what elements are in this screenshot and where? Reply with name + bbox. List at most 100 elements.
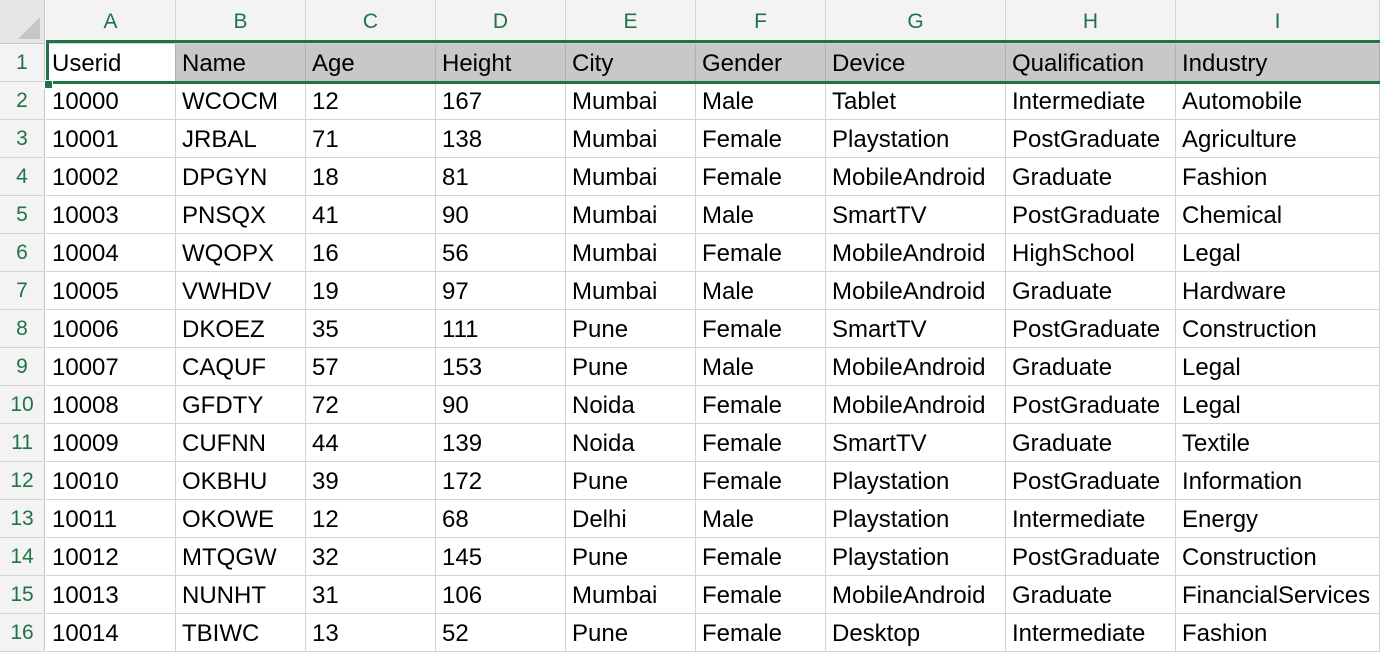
row-header-5[interactable]: 5 [0,196,45,234]
cell-f14[interactable]: Female [696,538,826,576]
cell-b6[interactable]: WQOPX [176,234,306,272]
cell-e1[interactable]: City [566,44,696,82]
cell-g4[interactable]: MobileAndroid [826,158,1006,196]
cell-b14[interactable]: MTQGW [176,538,306,576]
cell-g5[interactable]: SmartTV [826,196,1006,234]
cell-d8[interactable]: 111 [436,310,566,348]
cell-e16[interactable]: Pune [566,614,696,652]
row-header-4[interactable]: 4 [0,158,45,196]
cell-i5[interactable]: Chemical [1176,196,1380,234]
row-header-2[interactable]: 2 [0,82,45,120]
cell-h5[interactable]: PostGraduate [1006,196,1176,234]
cell-g7[interactable]: MobileAndroid [826,272,1006,310]
cell-i16[interactable]: Fashion [1176,614,1380,652]
cell-b16[interactable]: TBIWC [176,614,306,652]
row-header-14[interactable]: 14 [0,538,45,576]
cell-e13[interactable]: Delhi [566,500,696,538]
row-header-13[interactable]: 13 [0,500,45,538]
cell-d13[interactable]: 68 [436,500,566,538]
cell-i10[interactable]: Legal [1176,386,1380,424]
cell-g12[interactable]: Playstation [826,462,1006,500]
cell-a8[interactable]: 10006 [46,310,176,348]
cell-b15[interactable]: NUNHT [176,576,306,614]
column-header-h[interactable]: H [1006,0,1176,44]
cell-f6[interactable]: Female [696,234,826,272]
cell-e2[interactable]: Mumbai [566,82,696,120]
cell-a4[interactable]: 10002 [46,158,176,196]
cell-a10[interactable]: 10008 [46,386,176,424]
cell-g10[interactable]: MobileAndroid [826,386,1006,424]
cell-a5[interactable]: 10003 [46,196,176,234]
cell-f8[interactable]: Female [696,310,826,348]
cell-c11[interactable]: 44 [306,424,436,462]
cell-b5[interactable]: PNSQX [176,196,306,234]
cell-g9[interactable]: MobileAndroid [826,348,1006,386]
cell-e6[interactable]: Mumbai [566,234,696,272]
cell-a3[interactable]: 10001 [46,120,176,158]
cell-d2[interactable]: 167 [436,82,566,120]
cell-c4[interactable]: 18 [306,158,436,196]
cell-b8[interactable]: DKOEZ [176,310,306,348]
cell-f5[interactable]: Male [696,196,826,234]
select-all-button[interactable] [0,0,45,44]
cell-e7[interactable]: Mumbai [566,272,696,310]
cell-a13[interactable]: 10011 [46,500,176,538]
column-header-f[interactable]: F [696,0,826,44]
cell-a11[interactable]: 10009 [46,424,176,462]
cell-d1[interactable]: Height [436,44,566,82]
cell-f15[interactable]: Female [696,576,826,614]
row-header-7[interactable]: 7 [0,272,45,310]
cell-c9[interactable]: 57 [306,348,436,386]
cell-h14[interactable]: PostGraduate [1006,538,1176,576]
column-header-b[interactable]: B [176,0,306,44]
column-header-i[interactable]: I [1176,0,1380,44]
cell-h10[interactable]: PostGraduate [1006,386,1176,424]
row-header-16[interactable]: 16 [0,614,45,652]
cell-d16[interactable]: 52 [436,614,566,652]
cell-e10[interactable]: Noida [566,386,696,424]
cell-h11[interactable]: Graduate [1006,424,1176,462]
cell-f11[interactable]: Female [696,424,826,462]
cell-c1[interactable]: Age [306,44,436,82]
cell-i3[interactable]: Agriculture [1176,120,1380,158]
cell-e12[interactable]: Pune [566,462,696,500]
cell-c8[interactable]: 35 [306,310,436,348]
cell-e8[interactable]: Pune [566,310,696,348]
cell-g14[interactable]: Playstation [826,538,1006,576]
cell-e3[interactable]: Mumbai [566,120,696,158]
cell-f10[interactable]: Female [696,386,826,424]
cell-g16[interactable]: Desktop [826,614,1006,652]
cell-i7[interactable]: Hardware [1176,272,1380,310]
cell-i1[interactable]: Industry [1176,44,1380,82]
fill-handle[interactable] [44,80,53,89]
cell-h4[interactable]: Graduate [1006,158,1176,196]
cell-a2[interactable]: 10000 [46,82,176,120]
cell-d5[interactable]: 90 [436,196,566,234]
cell-g13[interactable]: Playstation [826,500,1006,538]
cell-b12[interactable]: OKBHU [176,462,306,500]
cell-b7[interactable]: VWHDV [176,272,306,310]
cell-c12[interactable]: 39 [306,462,436,500]
cell-e15[interactable]: Mumbai [566,576,696,614]
cell-d14[interactable]: 145 [436,538,566,576]
cell-g1[interactable]: Device [826,44,1006,82]
cell-i11[interactable]: Textile [1176,424,1380,462]
cell-d9[interactable]: 153 [436,348,566,386]
cell-f12[interactable]: Female [696,462,826,500]
cell-g6[interactable]: MobileAndroid [826,234,1006,272]
cell-b13[interactable]: OKOWE [176,500,306,538]
cell-h16[interactable]: Intermediate [1006,614,1176,652]
cell-c7[interactable]: 19 [306,272,436,310]
cell-f13[interactable]: Male [696,500,826,538]
cell-b11[interactable]: CUFNN [176,424,306,462]
cell-g3[interactable]: Playstation [826,120,1006,158]
cell-h13[interactable]: Intermediate [1006,500,1176,538]
cell-h9[interactable]: Graduate [1006,348,1176,386]
cell-c14[interactable]: 32 [306,538,436,576]
cell-h6[interactable]: HighSchool [1006,234,1176,272]
cell-c10[interactable]: 72 [306,386,436,424]
cell-b1[interactable]: Name [176,44,306,82]
cell-a12[interactable]: 10010 [46,462,176,500]
row-header-1[interactable]: 1 [0,44,45,82]
cell-d11[interactable]: 139 [436,424,566,462]
